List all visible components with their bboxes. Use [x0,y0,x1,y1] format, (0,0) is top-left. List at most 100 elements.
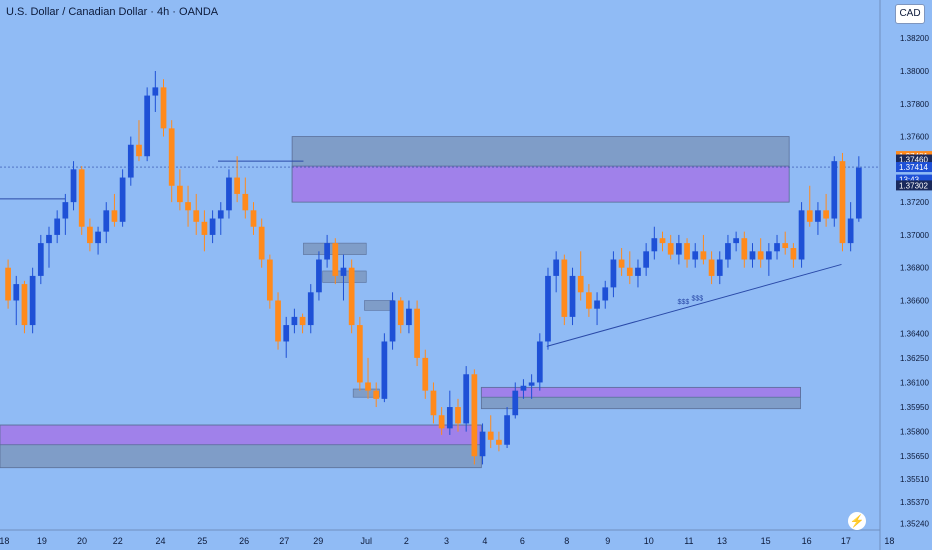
candle-body [5,267,11,301]
candle-body [406,308,412,326]
x-tick-label: 3 [444,536,449,546]
candle-body [487,431,494,440]
zone-demand-5 [480,386,801,398]
candle-body [21,284,28,326]
candle-body [643,251,650,268]
candle-body [348,267,355,326]
x-tick-label: 25 [197,536,207,546]
candle-body [127,144,134,178]
candle-body [62,202,69,219]
y-tick-label: 1.35370 [900,498,929,507]
y-tick-label: 1.37000 [900,231,929,240]
candles-layer [5,70,862,465]
x-tick-label: 8 [564,536,569,546]
candle-body [54,218,61,235]
candle-body [586,292,592,309]
candle-body [635,267,641,276]
candle-body [29,275,36,326]
x-tick-label: 9 [605,536,610,546]
candle-body [479,431,486,457]
candle-body [765,251,772,260]
y-tick-label: 1.37800 [900,100,929,109]
price-tag [896,154,932,165]
candle-body [381,341,388,399]
annotation-label: $$$ [691,295,703,302]
candle-body [815,210,821,222]
candle-body [806,210,813,222]
candle-body [340,267,347,276]
candle-body [749,251,756,260]
x-tick-label: 16 [802,536,812,546]
candle-body [78,169,85,227]
candle-body [626,267,633,276]
candle-body [839,161,846,244]
price-tag [896,180,932,191]
candle-body [700,251,707,260]
x-tick-label: 26 [239,536,249,546]
annotation-label: $$$ [678,299,690,306]
x-tick-label: 13 [717,536,727,546]
candle-body [496,439,502,445]
candle-body [152,87,159,96]
currency-button[interactable]: CAD [895,4,925,24]
candle-body [168,128,175,186]
x-tick-label: 4 [482,536,487,546]
candle-body [242,193,249,211]
candle-body [266,259,273,301]
candle-body [250,210,257,227]
candle-body [512,390,519,416]
candle-body [741,238,748,260]
price-tag [896,162,932,173]
candle-body [283,325,290,342]
candle-body [610,259,617,288]
candle-body [324,243,330,260]
candle-body [618,259,625,268]
candle-body [299,316,306,326]
candle-body [291,316,298,326]
candle-body [103,210,110,232]
candle-body [13,284,20,301]
candle-body [46,234,52,244]
x-tick-label: 29 [313,536,323,546]
candle-body [716,259,723,276]
y-tick-label: 1.36400 [900,329,929,338]
candle-body [667,243,674,255]
y-tick-label: 1.35800 [900,428,929,437]
x-tick-label: 6 [520,536,525,546]
x-tick-label: 18 [884,536,894,546]
candle-body [193,210,200,222]
candle-body [234,177,240,194]
x-tick-label: Jul [360,536,372,546]
candle-body [757,251,764,260]
x-tick-label: 10 [644,536,654,546]
candle-body [209,218,216,235]
x-tick-label: 19 [37,536,47,546]
x-tick-label: 11 [684,536,693,546]
candle-body [111,210,118,222]
candle-body [708,259,715,276]
y-tick-label: 1.36100 [900,378,929,387]
candle-body [226,177,232,211]
candle-body [855,167,862,219]
candle-body [307,292,314,326]
candle-body [520,385,527,391]
y-tick-label: 1.35950 [900,403,929,412]
candle-body [356,325,363,383]
candle-body [733,238,739,244]
candle-body [455,407,461,424]
y-tick-label: 1.37200 [900,198,929,207]
candle-body [160,87,167,129]
candle-body [528,382,535,386]
candle-body [594,300,600,309]
candle-body [316,259,322,293]
candle-body [471,374,478,457]
zone-supply-1 [291,165,790,203]
y-tick-label: 1.36600 [900,296,929,305]
candle-body [365,382,371,391]
zones-layer [0,136,801,469]
candle-body [144,95,151,157]
x-tick-label: 17 [841,536,851,546]
